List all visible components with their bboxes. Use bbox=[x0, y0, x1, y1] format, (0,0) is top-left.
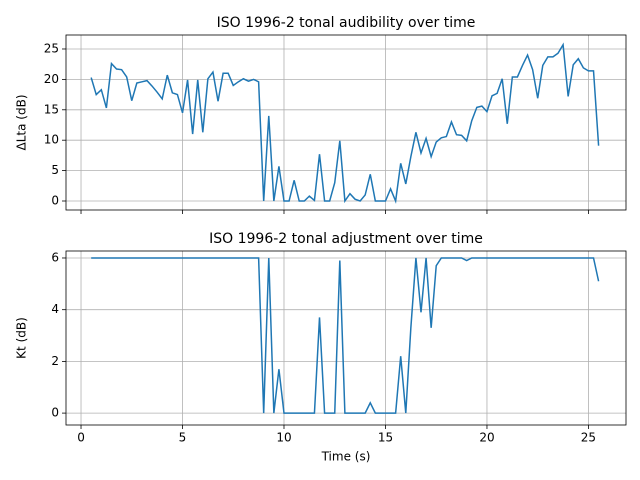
y-tick-label: 20 bbox=[44, 72, 59, 86]
subplot: 0 5 10 15 20 25 0 2 4 6 ISO 1996-2 tonal adjustmen… bbox=[15, 231, 627, 464]
axes-frame bbox=[65, 34, 627, 211]
chart-title: ISO 1996-2 tonal adjustment over time bbox=[209, 231, 483, 247]
x-tick-label: 5 bbox=[179, 431, 187, 445]
y-tick-label: 10 bbox=[44, 133, 59, 147]
y-tick-label: 6 bbox=[51, 250, 59, 264]
chart-title: ISO 1996-2 tonal audibility over time bbox=[217, 15, 476, 31]
y-axis-label: Kt (dB) bbox=[15, 317, 29, 359]
y-tick-label: 0 bbox=[51, 194, 59, 208]
y-tick-label: 2 bbox=[51, 354, 59, 368]
x-tick-label: 0 bbox=[77, 431, 85, 445]
x-axis-label: Time (s) bbox=[321, 450, 371, 464]
x-tick-label: 25 bbox=[581, 431, 596, 445]
y-tick-label: 15 bbox=[44, 102, 59, 116]
y-tick-label: 0 bbox=[51, 406, 59, 420]
x-tick-label: 10 bbox=[276, 431, 291, 445]
subplot: 0 5 10 15 20 25 ISO 1996-2 tonal audibility ov… bbox=[15, 15, 627, 214]
y-axis-label: ΔLta (dB) bbox=[15, 95, 29, 151]
series-line bbox=[90, 42, 600, 204]
axes-frame bbox=[65, 250, 627, 426]
y-tick-label: 25 bbox=[44, 41, 59, 55]
x-tick-label: 20 bbox=[479, 431, 494, 445]
y-tick-label: 5 bbox=[51, 163, 59, 177]
x-tick-label: 15 bbox=[378, 431, 393, 445]
series-line bbox=[91, 257, 600, 414]
y-tick-label: 4 bbox=[51, 302, 59, 316]
